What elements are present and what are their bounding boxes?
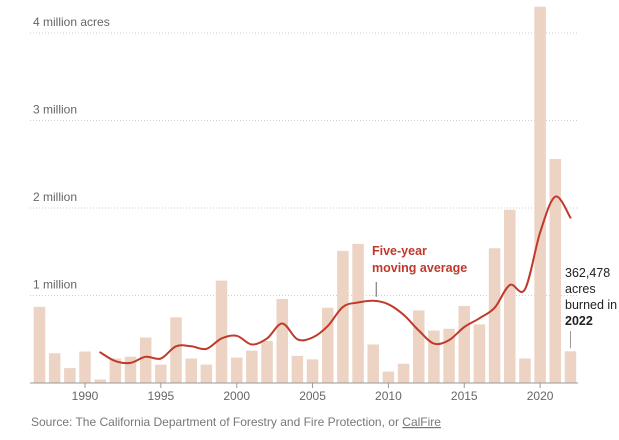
bar-2000 [230,357,243,383]
x-tick-label: 2005 [299,389,326,403]
bar-1999 [215,280,228,383]
bar-1994 [139,337,152,383]
moving-average-line [99,195,572,365]
bar-2005 [306,359,319,383]
bar-1998 [200,364,213,383]
2022-annotation-line-4: 2022 [565,314,593,328]
bar-2009 [367,344,379,383]
bar-2006 [321,307,334,383]
bar-2010 [382,371,395,383]
source-note: Source: The California Department of For… [31,415,441,429]
y-tick-label: 4 million acres [33,15,110,29]
bar-2007 [337,250,349,383]
bars [33,6,577,383]
bar-2020 [534,6,546,383]
bar-1989 [64,368,76,383]
bar-2015 [458,306,471,383]
bar-2017 [488,248,501,383]
y-tick-label: 1 million [33,278,77,292]
bar-2002 [261,341,273,383]
x-ticks: 1990 1995 2000 2005 2010 2015 2020 [72,383,554,403]
moving-average-label-line-2: moving average [372,261,467,275]
bar-2003 [276,299,288,383]
gridlines [30,32,578,296]
y-tick-label: 3 million [33,103,77,117]
bar-2004 [291,355,304,383]
x-tick-label: 1995 [148,389,175,403]
bar-1995 [155,364,167,383]
moving-average-label: Five-year moving average [372,244,467,275]
bar-2011 [397,363,410,383]
bar-2016 [473,324,486,383]
2022-annotation-line-1: 362,478 [565,266,610,280]
2022-annotation-line-2: acres [565,282,596,296]
bar-2013 [428,330,440,383]
bar-1996 [170,317,182,383]
bar-1987 [33,306,46,383]
bar-1990 [79,351,91,383]
x-tick-label: 1990 [72,389,99,403]
x-tick-label: 2015 [451,389,478,403]
source-text: Source: The California Department of For… [31,415,402,429]
bar-1992 [109,358,122,383]
bar-2018 [504,209,516,383]
bar-1997 [185,358,197,383]
bar-2019 [519,358,531,383]
bar-1988 [48,353,61,383]
bar-2008 [352,243,364,383]
bar-1991 [94,379,106,383]
bar-2014 [443,328,455,383]
y-tick-label: 2 million [33,190,77,204]
bar-2021 [549,159,562,383]
moving-average-label-line-1: Five-year [372,244,427,258]
x-tick-label: 2000 [223,389,250,403]
bar-1993 [124,356,137,383]
bar-2012 [413,310,425,383]
x-tick-label: 2010 [375,389,402,403]
source-link[interactable]: CalFire [402,415,441,429]
2022-annotation: 362,478 acres burned in 2022 [565,266,619,328]
2022-annotation-line-3: burned in [565,298,617,312]
y-tick-labels: 1 million 2 million 3 million 4 million acr… [33,15,110,292]
bar-2022 [564,351,577,383]
bar-2001 [246,350,258,383]
x-tick-label: 2020 [527,389,554,403]
